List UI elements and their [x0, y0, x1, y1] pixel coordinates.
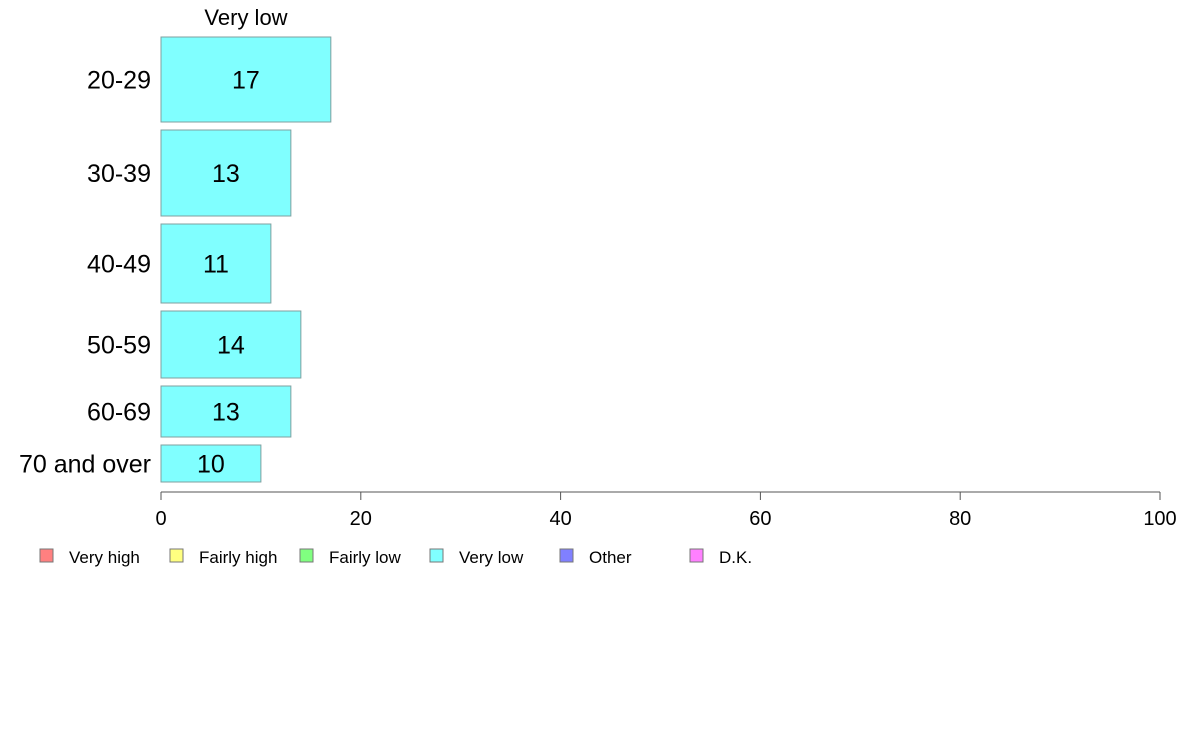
- bars-layer: 17 20-29 13 30-39 11 40-49 14 50-59 13 60-69 10 70 …: [19, 36, 332, 483]
- bar-value-label: 10: [197, 451, 225, 479]
- category-label: 70 and over: [19, 451, 151, 479]
- category-label: 50-59: [87, 332, 151, 360]
- x-tick-label: 100: [1143, 508, 1176, 530]
- x-tick-label: 60: [749, 508, 771, 530]
- bar-value-label: 14: [217, 332, 245, 360]
- legend-swatch: [299, 548, 314, 563]
- legend-label: Very low: [459, 548, 524, 567]
- legend-label: Fairly low: [329, 548, 402, 567]
- legend-swatch: [39, 548, 54, 563]
- legend-swatch: [689, 548, 704, 563]
- bar-40-49: [160, 223, 272, 304]
- x-axis: 0 20 40 60 80 100: [155, 491, 1177, 530]
- chart-title: Very low: [204, 5, 287, 30]
- legend-label: Other: [589, 548, 632, 567]
- bar-20-29: [160, 36, 332, 123]
- bar-value-label: 11: [203, 251, 229, 279]
- bar-value-label: 13: [212, 399, 240, 427]
- legend-swatch: [559, 548, 574, 563]
- legend-label: D.K.: [719, 548, 752, 567]
- bar-value-label: 13: [212, 160, 240, 188]
- legend: Very high Fairly high Fairly low Very low Ot…: [39, 548, 752, 567]
- bar-70-and-over: [160, 444, 262, 483]
- bar-value-label: 17: [232, 67, 260, 95]
- legend-label: Fairly high: [199, 548, 277, 567]
- bar-50-59: [160, 310, 302, 379]
- category-label: 60-69: [87, 399, 151, 427]
- x-tick-label: 0: [155, 508, 166, 530]
- legend-swatch: [169, 548, 184, 563]
- x-tick-label: 40: [549, 508, 571, 530]
- legend-label: Very high: [69, 548, 140, 567]
- bar-60-69: [160, 385, 292, 438]
- category-label: 30-39: [87, 160, 151, 188]
- category-label: 20-29: [87, 67, 151, 95]
- legend-swatch: [429, 548, 444, 563]
- x-tick-label: 80: [949, 508, 971, 530]
- category-label: 40-49: [87, 251, 151, 279]
- bar-30-39: [160, 129, 292, 217]
- x-tick-label: 20: [350, 508, 372, 530]
